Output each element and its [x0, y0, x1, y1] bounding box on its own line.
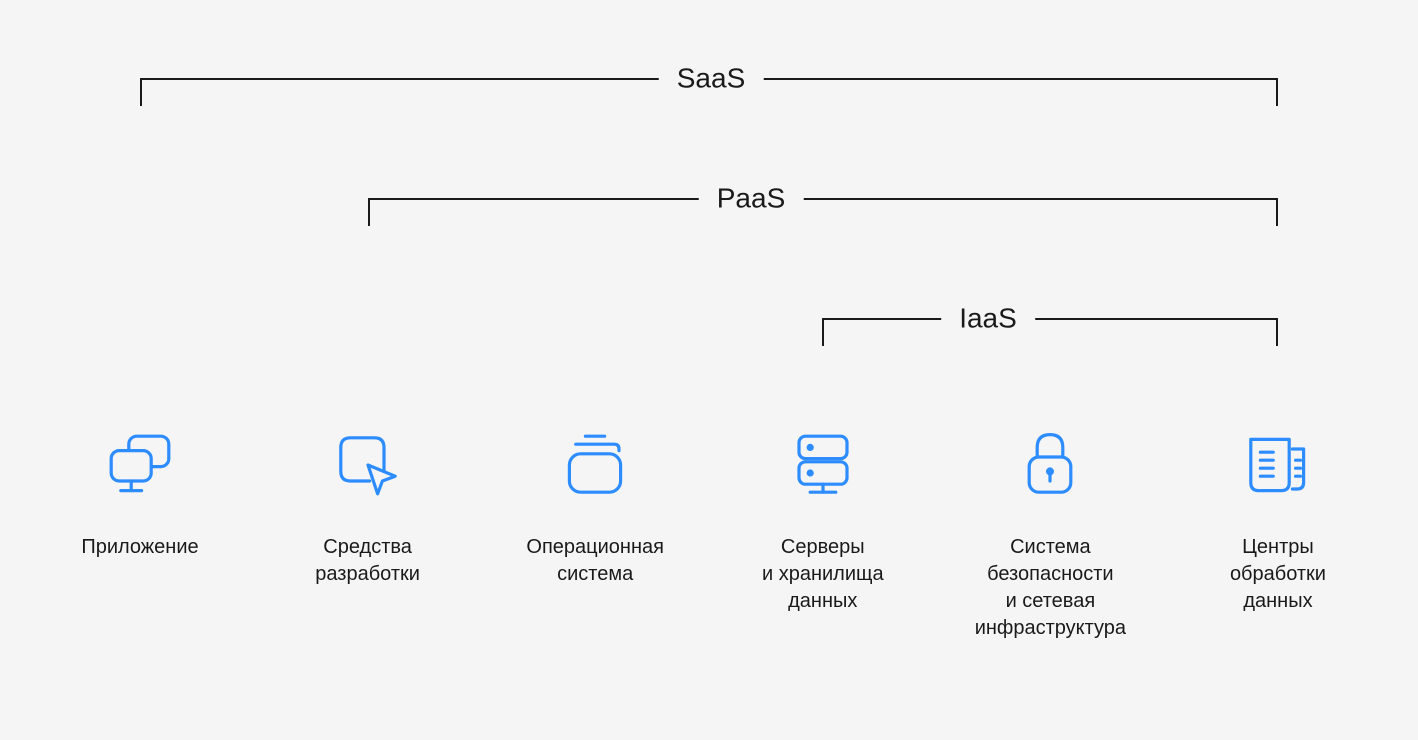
- bracket-iaas: IaaS: [822, 318, 1278, 346]
- bracket-label-iaas: IaaS: [941, 302, 1035, 334]
- container-icon: [550, 420, 640, 510]
- bracket-label-paas: PaaS: [699, 182, 804, 214]
- bracket-paas: PaaS: [368, 198, 1278, 226]
- bracket-label-saas: SaaS: [659, 62, 764, 94]
- item-label: Операционная система: [526, 534, 664, 588]
- items-row: Приложение Средства разработки Операцио: [40, 420, 1378, 642]
- item-devtools: Средства разработки: [268, 420, 468, 642]
- cursor-icon: [323, 420, 413, 510]
- item-label: Центры обработки данных: [1230, 534, 1326, 615]
- server-icon: [778, 420, 868, 510]
- item-label: Система безопасности и сетевая инфрастру…: [975, 534, 1126, 642]
- item-application: Приложение: [40, 420, 240, 642]
- bracket-saas: SaaS: [140, 78, 1278, 106]
- monitor-icon: [95, 420, 185, 510]
- lock-icon: [1005, 420, 1095, 510]
- item-datacenter: Центры обработки данных: [1178, 420, 1378, 642]
- item-label: Средства разработки: [315, 534, 420, 588]
- item-label: Приложение: [81, 534, 198, 561]
- item-security: Система безопасности и сетевая инфрастру…: [950, 420, 1150, 642]
- item-servers: Серверы и хранилища данных: [723, 420, 923, 642]
- item-os: Операционная система: [495, 420, 695, 642]
- beaker-icon: [1233, 420, 1323, 510]
- item-label: Серверы и хранилища данных: [762, 534, 884, 615]
